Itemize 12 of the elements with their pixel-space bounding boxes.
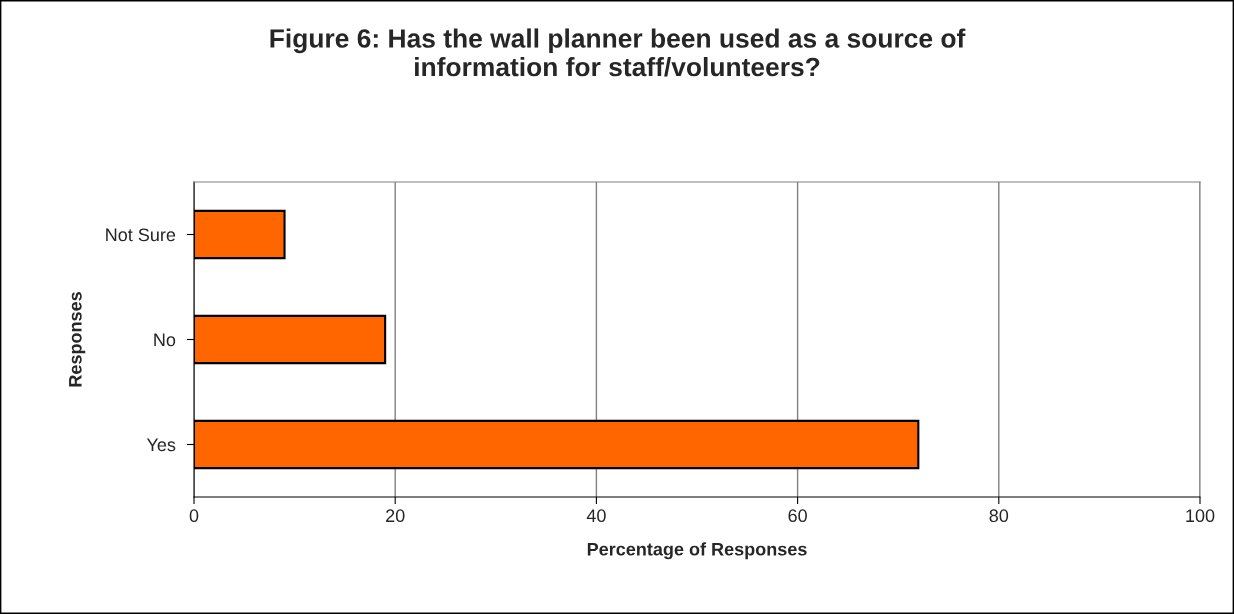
x-tick-label: 100 xyxy=(1186,509,1215,523)
chart-title: Figure 6: Has the wall planner been used as a source of information for staff/volunteers? xyxy=(270,28,966,77)
x-tick-label: 60 xyxy=(788,509,807,523)
x-axis-title: Percentage of Responses xyxy=(587,542,807,560)
y-tick-label: Not Sure xyxy=(106,228,176,242)
x-tick-label: 40 xyxy=(586,509,606,523)
y-axis-title: Responses xyxy=(69,292,86,387)
x-tick-label: 80 xyxy=(989,509,1009,523)
y-tick-label: No xyxy=(154,333,176,347)
y-tick-label: Yes xyxy=(146,438,176,452)
x-tick-label: 20 xyxy=(386,509,405,523)
x-tick-label: 0 xyxy=(189,509,199,523)
